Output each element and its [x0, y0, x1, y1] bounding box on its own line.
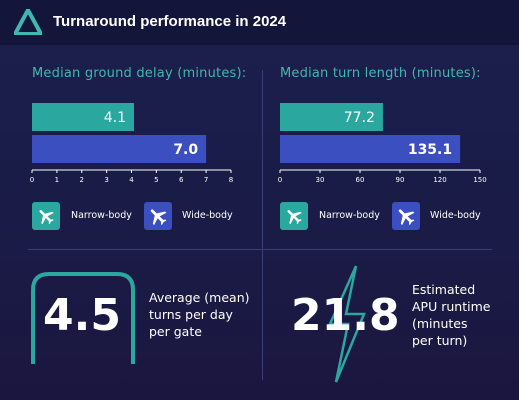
x-tick-label: 7	[204, 176, 208, 184]
bar-wide-body	[280, 135, 461, 163]
x-tick-label: 2	[80, 176, 84, 184]
x-tick-label: 6	[179, 176, 184, 184]
wide-body-airplane-icon	[144, 202, 172, 230]
turns-per-day-label: Average (mean) turns per day per gate	[149, 290, 250, 339]
narrow-body-airplane-icon	[280, 202, 308, 230]
x-tick-label: 1	[55, 176, 59, 184]
page-title: Turnaround performance in 2024	[53, 13, 287, 30]
chart-title-ground-delay: Median ground delay (minutes):	[32, 66, 247, 81]
legend-narrow-body-label: Narrow-body	[319, 210, 380, 221]
apu-runtime-label: Estimated APU runtime (minutes per turn)	[412, 282, 491, 348]
wide-body-airplane-icon	[392, 202, 420, 230]
x-tick-label: 0	[278, 176, 282, 184]
legend-narrow-body-label: Narrow-body	[71, 210, 132, 221]
bar-narrow-body	[32, 103, 134, 131]
x-tick-label: 120	[433, 176, 446, 184]
x-tick-label: 30	[316, 176, 325, 184]
x-tick-label: 5	[154, 176, 158, 184]
legend-wide-body-label: Wide-body	[182, 210, 233, 221]
x-tick-label: 90	[396, 176, 405, 184]
legend-wide-body-label: Wide-body	[430, 210, 481, 221]
horizontal-divider	[28, 249, 492, 250]
bar-value-label: 77.2	[344, 110, 375, 126]
x-tick-label: 3	[104, 176, 108, 184]
bar-value-label: 135.1	[408, 142, 452, 158]
lightning-bolt-icon	[328, 265, 366, 383]
narrow-body-airplane-icon	[32, 202, 60, 230]
bar-wide-body	[32, 135, 207, 163]
x-tick-label: 150	[473, 176, 486, 184]
chart-title-turn-length: Median turn length (minutes):	[280, 66, 481, 81]
bar-narrow-body	[280, 103, 383, 131]
vertical-divider	[262, 70, 263, 380]
header-bar: Turnaround performance in 2024	[0, 0, 519, 45]
x-tick-label: 0	[30, 176, 34, 184]
turns-per-day-value: 4.5	[43, 290, 121, 341]
gate-arch-icon	[31, 272, 135, 364]
brand-logo	[14, 9, 42, 35]
apu-runtime-value: 21.8	[291, 290, 400, 341]
bar-value-label: 7.0	[173, 142, 198, 158]
x-tick-label: 60	[356, 176, 365, 184]
bar-value-label: 4.1	[104, 110, 126, 126]
x-tick-label: 4	[129, 176, 134, 184]
x-tick-label: 8	[229, 176, 233, 184]
